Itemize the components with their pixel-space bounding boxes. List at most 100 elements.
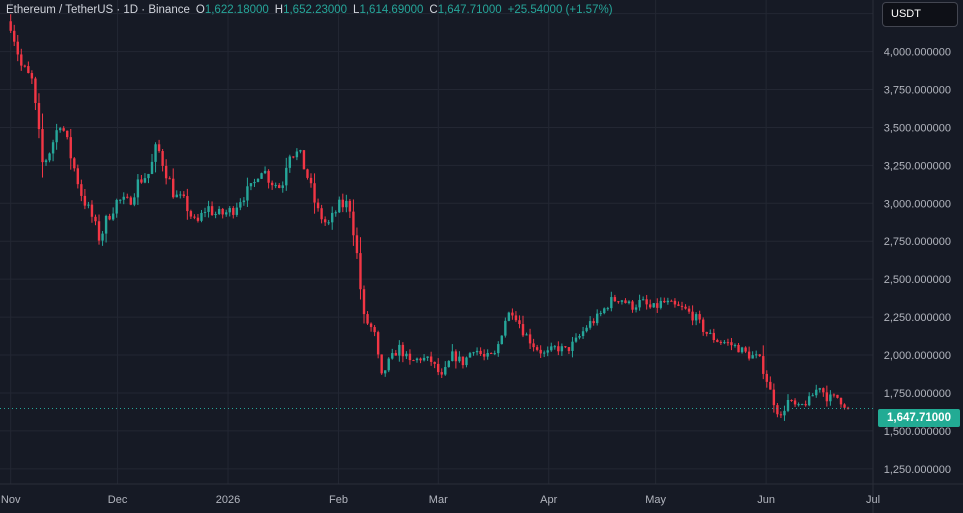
candle-body [419, 358, 422, 361]
candle-body [323, 219, 327, 223]
candle-body [331, 212, 334, 223]
candle-body [41, 129, 44, 163]
candle-body [352, 211, 355, 236]
price-tick-label: 1,750.000000 [884, 388, 951, 400]
candle-body [355, 235, 359, 254]
last-price-label: 1,647.71000 [878, 409, 960, 427]
candle-body [309, 177, 313, 184]
candle-body [80, 184, 83, 196]
candle-body [525, 334, 528, 336]
candle-body [560, 346, 564, 352]
candle-body [161, 151, 164, 166]
candle-body [119, 199, 122, 201]
candle-body [115, 199, 118, 214]
price-tick-label: 3,500.000000 [884, 122, 951, 134]
candle-body [843, 404, 846, 408]
symbol-name[interactable]: Ethereum / TetherUS · 1D · Binance [6, 4, 190, 16]
candle-body [634, 307, 638, 310]
candle-body [129, 197, 133, 205]
candle-body [839, 397, 843, 405]
candle-series [9, 14, 850, 421]
candle-body [444, 366, 447, 375]
price-tick-label: 3,250.000000 [884, 160, 951, 172]
candle-body [793, 400, 797, 405]
candle-body [246, 186, 249, 201]
price-tick-label: 1,500.000000 [884, 426, 951, 438]
candle-body [490, 353, 493, 355]
candle-body [482, 353, 486, 357]
candle-body [221, 208, 224, 215]
candle-body [497, 344, 500, 354]
candle-body [394, 353, 398, 356]
candle-body [34, 78, 37, 104]
high-value: 1,652.23000 [283, 4, 348, 16]
candle-body [101, 233, 104, 241]
candle-body [270, 182, 274, 186]
candle-body [461, 356, 465, 366]
candle-body [94, 216, 97, 222]
candle-body [440, 372, 443, 375]
candle-body [51, 142, 55, 154]
candle-body [207, 206, 210, 212]
candle-body [200, 212, 203, 221]
candle-body [422, 357, 426, 361]
candle-body [783, 410, 786, 416]
candle-body [680, 305, 684, 307]
chart-grid [0, 0, 874, 484]
candle-body [302, 150, 306, 170]
candle-body [585, 327, 588, 332]
time-tick-label: Dec [108, 494, 128, 506]
candle-body [670, 300, 673, 302]
candle-body [136, 179, 140, 198]
candle-body [730, 342, 733, 346]
candle-body [645, 299, 648, 305]
candle-body [37, 103, 41, 130]
candle-body [189, 211, 193, 217]
candle-body [691, 311, 694, 321]
candle-body [571, 341, 574, 351]
candle-body [641, 299, 645, 301]
candle-body [832, 394, 836, 396]
candle-body [776, 405, 779, 415]
candle-body [66, 130, 69, 138]
candle-body [709, 332, 712, 334]
time-tick-label: Apr [540, 494, 557, 506]
candle-body [295, 151, 299, 158]
candle-body [581, 331, 585, 337]
candle-body [737, 344, 740, 353]
candle-body [69, 137, 72, 159]
currency-unit-button[interactable]: USDT [882, 2, 958, 27]
candle-body [48, 153, 51, 161]
candle-body [723, 342, 726, 344]
price-tick-label: 2,500.000000 [884, 274, 951, 286]
candle-body [486, 353, 489, 357]
candle-body [274, 185, 277, 187]
close-label: C [429, 4, 438, 16]
candle-body [603, 308, 606, 314]
candle-body [369, 323, 373, 328]
candle-body [500, 335, 504, 345]
candle-body [235, 207, 239, 215]
candle-body [256, 178, 260, 182]
candle-body [278, 185, 281, 188]
candle-body [811, 395, 814, 397]
candle-body [87, 204, 90, 206]
candle-body [292, 156, 295, 158]
candle-body [111, 213, 115, 220]
time-tick-label: May [645, 494, 666, 506]
candle-body [405, 353, 408, 357]
time-tick-label: Nov [1, 494, 21, 506]
candle-body [334, 212, 337, 214]
candle-body [564, 346, 567, 348]
candle-body [104, 215, 108, 234]
time-tick-label: Jul [866, 494, 880, 506]
price-tick-label: 2,250.000000 [884, 312, 951, 324]
change-value: +25.54000 (+1.57%) [507, 4, 613, 16]
candle-body [829, 394, 832, 402]
candle-body [168, 178, 171, 180]
candle-body [179, 194, 182, 196]
low-value: 1,614.69000 [359, 4, 424, 16]
candle-body [172, 178, 175, 198]
price-tick-label: 2,000.000000 [884, 350, 951, 362]
